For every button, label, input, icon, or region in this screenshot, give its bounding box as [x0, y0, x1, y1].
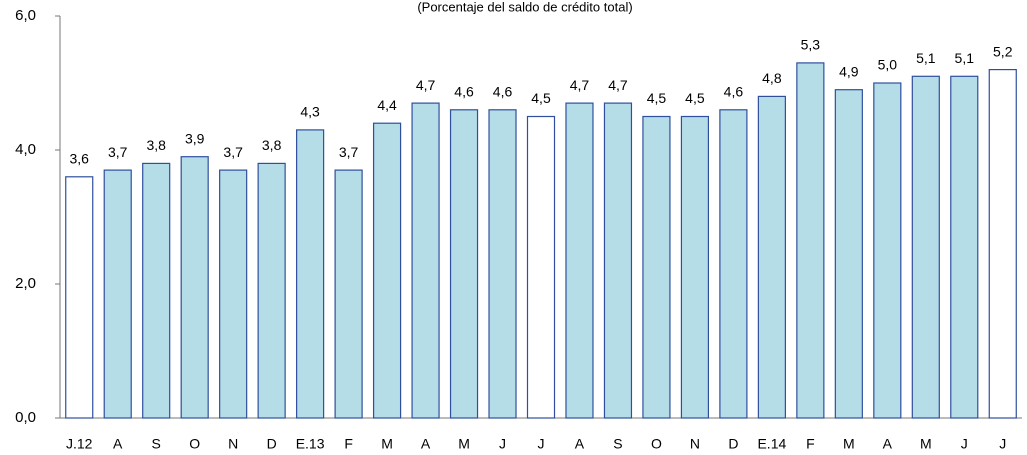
x-tick-label: J: [961, 436, 968, 452]
value-label: 5,2: [993, 43, 1013, 59]
bar: [103, 169, 132, 419]
x-tick-label: S: [152, 436, 161, 452]
x-tick-label: M: [458, 436, 470, 452]
x-tick-label: J: [538, 436, 545, 452]
value-label: 4,7: [416, 77, 436, 93]
x-tick-label: S: [613, 436, 622, 452]
bar: [757, 95, 786, 419]
x-tick-label: E.13: [296, 436, 325, 452]
x-tick-label: J: [999, 436, 1006, 452]
chart-subtitle: (Porcentaje del saldo de crédito total): [417, 0, 632, 14]
x-tick-label: J.12: [66, 436, 93, 452]
bar: [180, 156, 209, 419]
x-tick-label: D: [728, 436, 738, 452]
bar: [796, 62, 825, 419]
value-label: 4,5: [647, 90, 667, 106]
bar: [488, 109, 517, 419]
bar: [911, 75, 940, 419]
bar: [219, 169, 248, 419]
bar: [680, 115, 710, 419]
x-tick-label: E.14: [757, 436, 786, 452]
x-tick-label: D: [267, 436, 277, 452]
x-tick-label: A: [883, 436, 893, 452]
value-label: 3,7: [108, 144, 128, 160]
value-label: 4,4: [377, 97, 397, 113]
bar: [950, 75, 979, 419]
x-tick-label: A: [113, 436, 123, 452]
value-label: 4,8: [762, 70, 782, 86]
x-tick-label: J: [499, 436, 506, 452]
value-label: 5,0: [878, 57, 898, 73]
y-tick-label: 6,0: [15, 7, 36, 24]
value-label: 5,3: [801, 37, 821, 53]
bar: [65, 176, 94, 419]
bar: [334, 169, 363, 419]
x-tick-label: M: [843, 436, 855, 452]
x-tick-label: M: [381, 436, 393, 452]
value-label: 4,6: [493, 84, 513, 100]
value-label: 4,5: [685, 90, 705, 106]
bar: [988, 68, 1017, 419]
value-label: 4,7: [570, 77, 590, 93]
bar: [873, 82, 902, 419]
bar: [526, 115, 556, 419]
y-tick-label: 0,0: [15, 409, 36, 426]
value-label: 5,1: [955, 50, 975, 66]
bar: [411, 102, 440, 419]
x-tick-label: N: [228, 436, 238, 452]
value-label: 5,1: [916, 50, 936, 66]
x-tick-label: A: [575, 436, 585, 452]
x-tick-label: F: [806, 436, 815, 452]
y-tick-label: 4,0: [15, 141, 36, 158]
bar: [449, 109, 479, 419]
bar: [603, 102, 633, 419]
value-label: 3,8: [262, 137, 282, 153]
bar: [719, 109, 748, 419]
value-label: 3,8: [146, 137, 166, 153]
x-tick-label: N: [690, 436, 700, 452]
y-tick-label: 2,0: [15, 275, 36, 292]
bar: [296, 129, 325, 419]
value-label: 3,7: [223, 144, 243, 160]
value-label: 3,6: [70, 151, 90, 167]
value-label: 4,3: [300, 104, 320, 120]
value-label: 4,6: [454, 84, 474, 100]
value-label: 4,7: [608, 77, 628, 93]
bar: [142, 162, 171, 419]
x-tick-label: O: [651, 436, 662, 452]
bar: [565, 102, 594, 419]
value-label: 3,9: [185, 130, 205, 146]
value-label: 3,7: [339, 144, 359, 160]
value-label: 4,5: [531, 90, 551, 106]
x-tick-label: A: [421, 436, 431, 452]
value-label: 4,6: [724, 84, 744, 100]
bar: [372, 122, 402, 419]
bar: [257, 162, 286, 419]
x-tick-label: F: [344, 436, 353, 452]
value-label: 4,9: [839, 63, 859, 79]
x-tick-label: O: [189, 436, 200, 452]
bar: [834, 89, 863, 419]
x-tick-label: M: [920, 436, 932, 452]
bar: [642, 115, 671, 419]
